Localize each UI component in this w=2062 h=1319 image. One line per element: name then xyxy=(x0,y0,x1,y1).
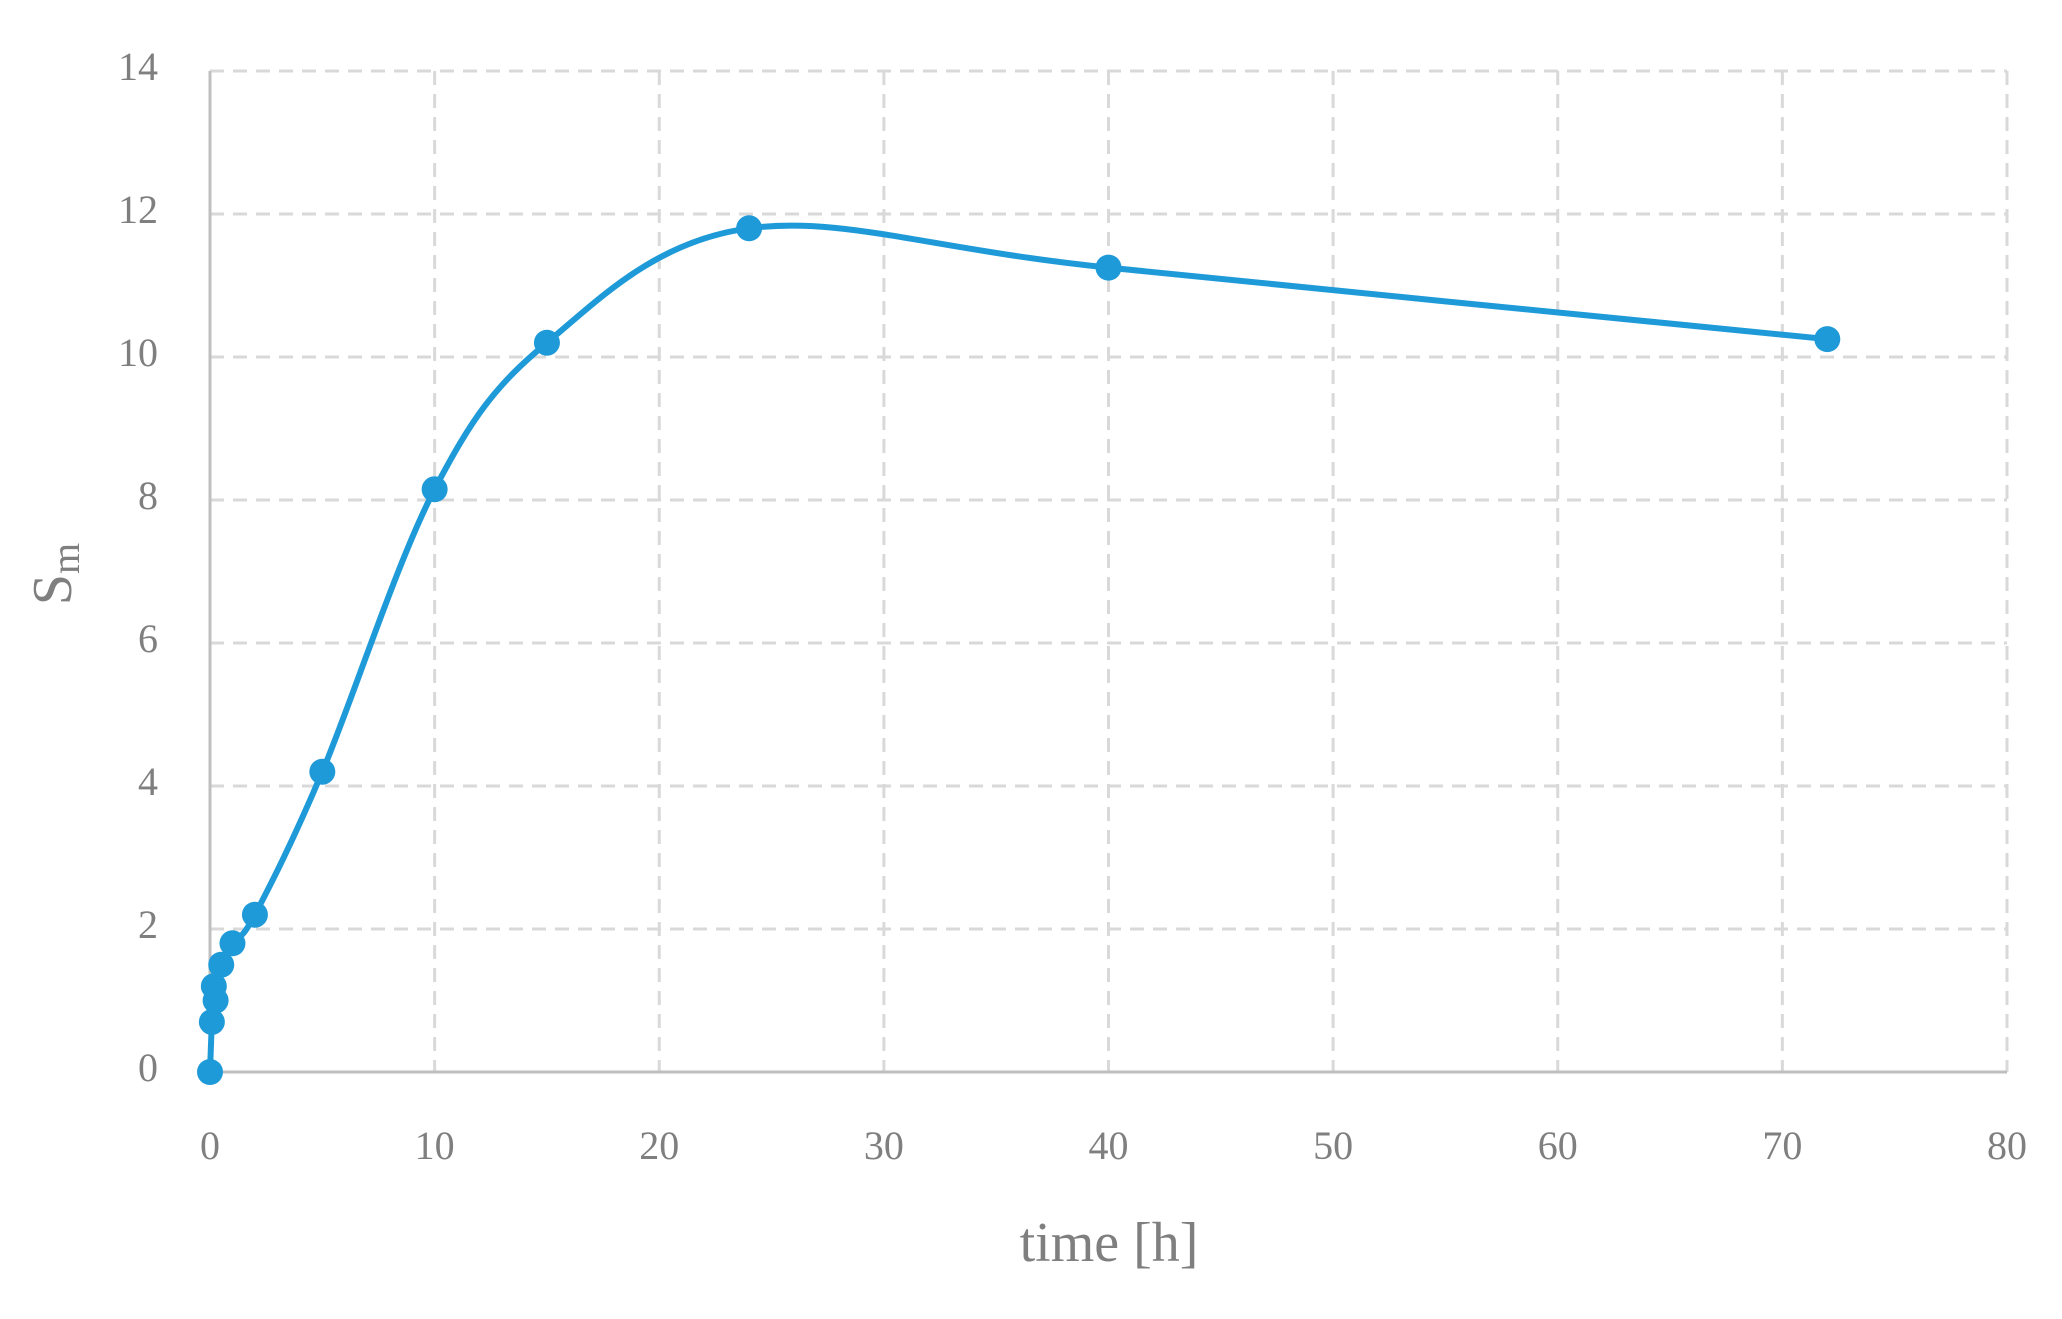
y-axis-title-main: S xyxy=(22,574,84,605)
x-tick-label: 40 xyxy=(1089,1123,1129,1168)
y-tick-label: 8 xyxy=(138,473,158,518)
data-point xyxy=(208,951,235,978)
data-point xyxy=(1095,254,1122,281)
x-tick-label: 60 xyxy=(1538,1123,1578,1168)
y-tick-label: 12 xyxy=(118,187,158,232)
x-tick-label: 0 xyxy=(200,1123,220,1168)
data-point xyxy=(421,476,448,503)
x-tick-label: 10 xyxy=(415,1123,455,1168)
x-tick-label: 70 xyxy=(1762,1123,1802,1168)
y-tick-label: 6 xyxy=(138,616,158,661)
data-point xyxy=(241,901,268,928)
x-tick-label: 80 xyxy=(1987,1123,2027,1168)
y-tick-label: 2 xyxy=(138,902,158,947)
x-tick-label: 20 xyxy=(639,1123,679,1168)
y-axis-title: Sm xyxy=(22,543,88,605)
data-point xyxy=(736,215,763,242)
y-tick-label: 0 xyxy=(138,1045,158,1090)
data-point xyxy=(219,930,246,957)
data-line xyxy=(207,222,1828,1073)
data-point xyxy=(198,1008,225,1035)
data-point xyxy=(202,987,229,1014)
data-point xyxy=(533,329,560,356)
data-point xyxy=(309,758,336,785)
y-axis-title-subscript: m xyxy=(43,543,88,574)
y-tick-label: 14 xyxy=(118,44,158,89)
data-point xyxy=(1814,326,1841,353)
x-axis-title: time [h] xyxy=(1020,1212,1199,1274)
data-point xyxy=(197,1059,223,1085)
x-tick-label: 50 xyxy=(1313,1123,1353,1168)
y-tick-label: 10 xyxy=(118,330,158,375)
y-tick-label: 4 xyxy=(138,759,158,804)
x-tick-label: 30 xyxy=(864,1123,904,1168)
